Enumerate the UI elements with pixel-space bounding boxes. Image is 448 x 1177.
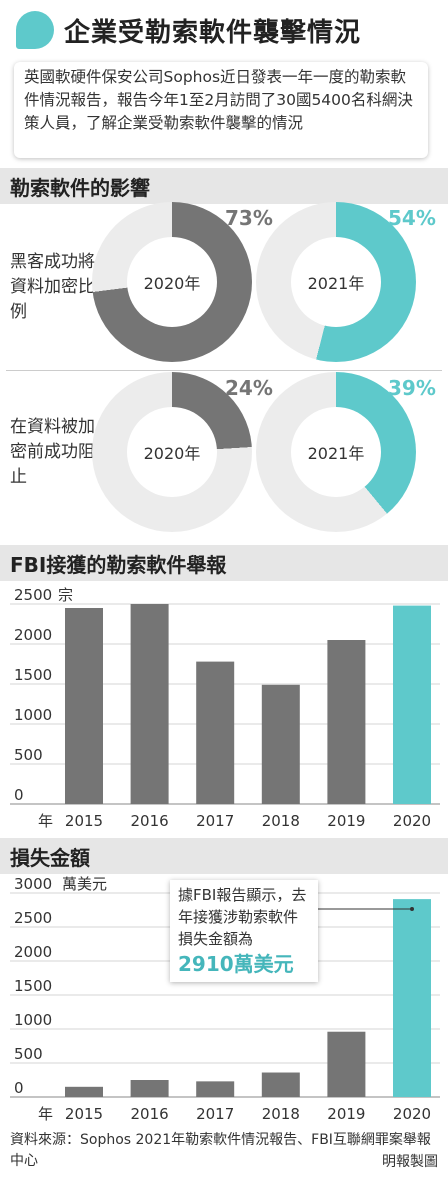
reports-bar-chart: 2500 2000 1500 1000 500 0 宗 2015 2016 2017 2018 201… <box>10 586 440 830</box>
pct-stopped-2020: 24% <box>225 376 273 400</box>
bar-2015 <box>65 608 103 804</box>
impact-section-title: 勒索軟件的影響 <box>10 176 150 200</box>
bar-2018 <box>261 684 300 804</box>
donut-year-label: 2020年 <box>127 407 217 497</box>
y-unit-label: 宗 <box>58 586 73 604</box>
losses-section-header: 損失金額 <box>0 838 448 874</box>
pct-stopped-2021: 39% <box>388 376 436 400</box>
x-tick-label: 2017 <box>196 812 234 830</box>
bar-2019 <box>327 640 366 804</box>
x-tick-label: 2019 <box>327 1105 365 1123</box>
y-tick-label: 2000 <box>14 943 52 961</box>
x-unit-label: 年 <box>38 1105 53 1123</box>
source-note: 資料來源：Sophos 2021年勒索軟件情況報告、FBI互聯網罪案舉報中心 <box>10 1132 431 1169</box>
y-tick-label: 1000 <box>14 706 52 724</box>
losses-bar-chart: 3000 2500 2000 1500 1000 500 0 萬美元 2015 2016 2017 2… <box>10 876 440 1123</box>
x-tick-label: 2020 <box>393 812 431 830</box>
donut-year-label: 2021年 <box>291 237 381 327</box>
pct-encrypted-2021: 54% <box>388 206 436 230</box>
y-tick-label: 0 <box>14 786 24 804</box>
donut-stopped-2021: 2021年 <box>256 372 416 532</box>
impact-divider <box>6 370 442 371</box>
intro-box: 英國軟硬件保安公司Sophos近日發表一年一度的勒索軟件情況報告，報告今年1至2… <box>14 62 428 158</box>
donut-stopped-2020: 2020年 <box>92 372 252 532</box>
x-tick-label: 2016 <box>131 812 169 830</box>
donut-year-label: 2020年 <box>127 237 217 327</box>
callout-pointer-dot <box>410 907 414 911</box>
x-tick-label: 2020 <box>393 1105 431 1123</box>
x-tick-label: 2017 <box>196 1105 234 1123</box>
bar-2016 <box>130 604 169 804</box>
bar-2020 <box>393 605 431 804</box>
callout-highlight: 2910萬美元 <box>178 952 294 976</box>
y-unit-label: 萬美元 <box>62 876 107 893</box>
y-tick-label: 3000 <box>14 876 52 893</box>
bar-2019 <box>327 1031 366 1097</box>
y-tick-label: 1000 <box>14 1011 52 1029</box>
y-tick-label: 0 <box>14 1079 24 1097</box>
y-tick-label: 1500 <box>14 977 52 995</box>
x-tick-label: 2015 <box>65 1105 103 1123</box>
page-title: 企業受勒索軟件襲擊情況 <box>64 18 362 48</box>
impact-section-header: 勒索軟件的影響 <box>0 168 448 204</box>
impact-row-label-1: 黑客成功將資料加密比例 <box>10 252 95 322</box>
y-tick-label: 500 <box>14 1045 43 1063</box>
bar-2017 <box>196 661 235 804</box>
y-tick-label: 1500 <box>14 666 52 684</box>
x-unit-label: 年 <box>38 812 53 830</box>
bar-2016 <box>130 1080 169 1097</box>
x-tick-label: 2018 <box>262 812 300 830</box>
credit: 明報製圖 <box>382 1154 438 1170</box>
bar-2017 <box>196 1081 235 1097</box>
bar-2018 <box>261 1072 300 1097</box>
losses-section-title: 損失金額 <box>10 846 90 870</box>
x-tick-label: 2019 <box>327 812 365 830</box>
y-tick-label: 2000 <box>14 626 52 644</box>
donut-encrypted-2021: 2021年 <box>256 202 416 362</box>
donut-year-label: 2021年 <box>291 407 381 497</box>
loss-callout: 據FBI報告顯示，去年接獲涉勒索軟件損失金額為 2910萬美元 <box>170 880 318 982</box>
reports-section-header: FBI接獲的勒索軟件舉報 <box>0 545 448 581</box>
speech-bubble-icon <box>16 11 54 49</box>
callout-text: 據FBI報告顯示，去年接獲涉勒索軟件損失金額為 <box>178 886 307 948</box>
y-tick-label: 2500 <box>14 586 52 604</box>
x-tick-label: 2018 <box>262 1105 300 1123</box>
bar-2015 <box>65 1086 103 1097</box>
pct-encrypted-2020: 73% <box>225 206 273 230</box>
header: 企業受勒索軟件襲擊情況 <box>0 0 448 62</box>
reports-section-title: FBI接獲的勒索軟件舉報 <box>10 553 227 577</box>
impact-row-label-2: 在資料被加密前成功阻止 <box>10 417 95 487</box>
donut-encrypted-2020: 2020年 <box>92 202 252 362</box>
y-tick-label: 500 <box>14 746 43 764</box>
y-tick-label: 2500 <box>14 909 52 927</box>
bar-2020 <box>393 899 431 1097</box>
x-tick-label: 2016 <box>131 1105 169 1123</box>
x-tick-label: 2015 <box>65 812 103 830</box>
